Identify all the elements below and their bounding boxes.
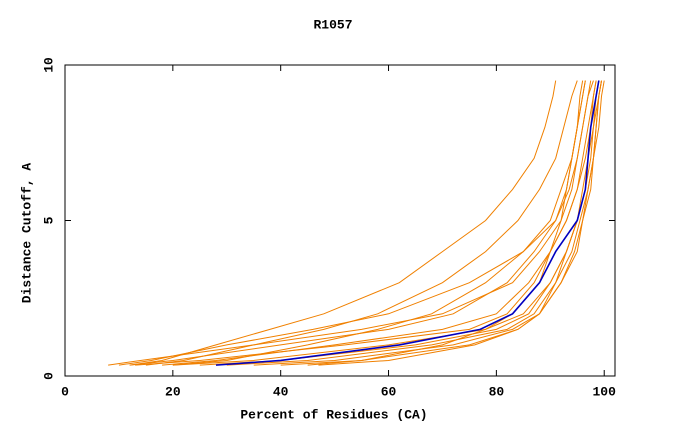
x-tick-label: 60 [381,384,397,399]
series-line [280,80,605,366]
series-line [172,80,586,366]
y-tick-label: 10 [41,57,56,73]
chart-title: R1057 [313,17,352,32]
x-tick-label: 20 [165,384,181,399]
y-tick-label: 5 [41,216,56,224]
x-axis-label: Percent of Residues (CA) [240,407,427,422]
series-line [118,80,584,366]
x-tick-label: 100 [593,384,617,399]
plot-frame [64,64,616,377]
series-line [226,80,603,366]
x-tick-label: 80 [489,384,505,399]
x-tick-label: 0 [61,384,69,399]
series-line [129,80,594,366]
series-line [172,80,603,366]
series-line [253,80,603,366]
series-line [129,80,557,366]
series-line [162,80,600,366]
y-axis-label: Distance Cutoff, A [19,163,34,304]
x-tick-label: 40 [273,384,289,399]
series-line [215,80,600,366]
y-tick-label: 0 [41,372,56,380]
series-line [145,80,578,366]
